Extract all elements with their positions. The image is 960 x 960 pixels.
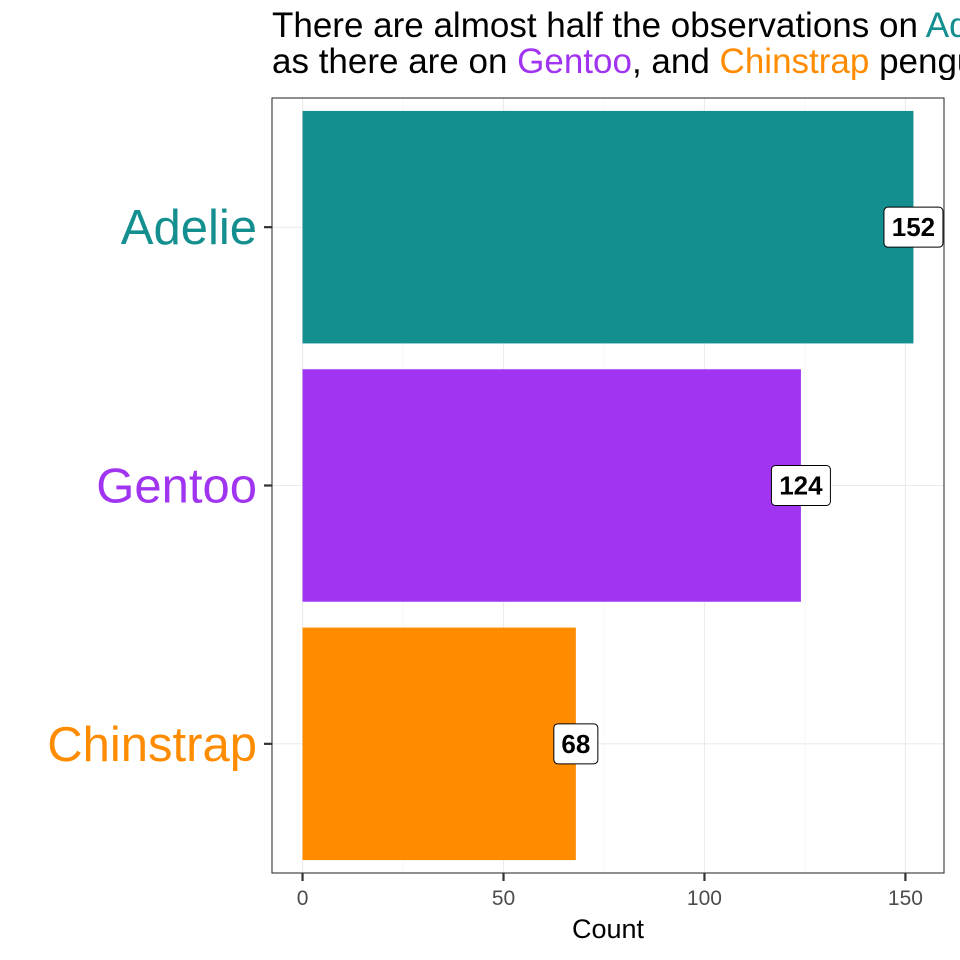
title-line2-segment-1: Gentoo <box>517 42 632 80</box>
bar-adelie <box>302 110 914 344</box>
x-tick-label: 150 <box>888 887 923 910</box>
data-label-box-gentoo <box>770 465 831 506</box>
title-line2-segment-0: as there are on <box>272 42 518 80</box>
data-labels: 152 124 68 <box>553 206 944 765</box>
bars <box>302 110 914 861</box>
data-label-box-adelie <box>883 206 944 248</box>
data-label-adelie: 152 <box>892 212 935 242</box>
chart-title-line-2: as there are on Gentoo, and Chinstrap pe… <box>272 44 960 80</box>
title-line1-segment-0: There are almost half the observations o… <box>272 8 926 45</box>
y-tick-label-chinstrap: Chinstrap <box>47 718 257 772</box>
data-label-box-chinstrap <box>553 723 599 765</box>
x-axis-title: Count <box>572 914 645 944</box>
bar-gentoo <box>302 369 801 602</box>
x-tick-label: 50 <box>492 887 515 910</box>
title-line2-segment-3: Chinstrap <box>719 42 870 80</box>
x-tick-label: 0 <box>297 887 309 910</box>
title-line2-segment-2: , and <box>631 42 720 80</box>
chart-title-line-1: There are almost half the observations o… <box>272 8 960 44</box>
bar-chinstrap <box>302 627 576 861</box>
y-axis: Adelie Gentoo Chinstrap <box>47 201 272 772</box>
title-line1-segment-1: Adelie <box>925 8 960 45</box>
y-tick-label-gentoo: Gentoo <box>96 460 257 514</box>
y-tick-label-adelie: Adelie <box>121 201 257 255</box>
chart-title: There are almost half the observations o… <box>272 8 960 80</box>
data-label-chinstrap: 68 <box>561 729 590 759</box>
data-label-gentoo: 124 <box>779 471 823 501</box>
x-tick-label: 100 <box>687 887 722 910</box>
x-axis: 0 50 100 150 <box>297 873 923 910</box>
title-line2-segment-4: penguins <box>879 42 960 80</box>
